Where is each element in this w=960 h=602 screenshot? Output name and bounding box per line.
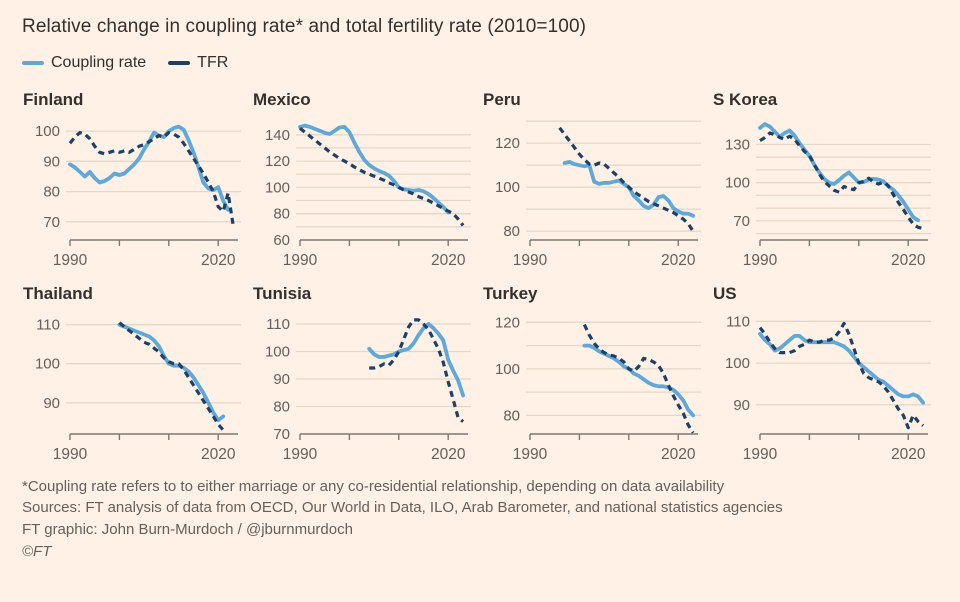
chart-panel-finland: Finland 100 90 80 70 1990 2020 bbox=[22, 90, 244, 272]
chart-panel-peru: Peru 120 100 80 1990 2020 bbox=[482, 90, 704, 272]
line-chart-tunisia: 110 100 90 80 70 1990 2020 bbox=[265, 316, 471, 463]
coupling-rate-line-swatch-icon bbox=[22, 61, 44, 65]
chart-panel-s-korea: S Korea 130 100 70 1990 2020 bbox=[712, 90, 934, 272]
line-chart-finland: 100 90 80 70 1990 2020 bbox=[35, 123, 241, 269]
svg-text:1990: 1990 bbox=[53, 446, 88, 463]
svg-text:120: 120 bbox=[495, 314, 520, 331]
svg-text:2020: 2020 bbox=[431, 446, 466, 463]
svg-text:110: 110 bbox=[726, 313, 750, 330]
svg-text:100: 100 bbox=[265, 179, 290, 196]
svg-text:110: 110 bbox=[36, 317, 60, 334]
charts-grid: Finland 100 90 80 70 1990 2020 Mexico 140 120 1… bbox=[22, 90, 940, 466]
svg-text:100: 100 bbox=[495, 361, 520, 378]
svg-text:100: 100 bbox=[35, 123, 60, 140]
svg-text:100: 100 bbox=[725, 355, 750, 372]
svg-text:120: 120 bbox=[495, 135, 520, 152]
panel-title: S Korea bbox=[713, 90, 778, 109]
panel-title: US bbox=[713, 284, 737, 303]
svg-text:80: 80 bbox=[43, 184, 60, 201]
credit: FT graphic: John Burn-Murdoch / @jburnmu… bbox=[22, 520, 353, 538]
legend-label-tfr: TFR bbox=[197, 54, 229, 71]
svg-text:80: 80 bbox=[273, 206, 290, 223]
sources: Sources: FT analysis of data from OECD, … bbox=[22, 499, 783, 517]
chart-panel-mexico: Mexico 140 120 100 80 60 1990 2020 bbox=[252, 90, 474, 272]
page-title: Relative change in coupling rate* and to… bbox=[22, 16, 587, 37]
svg-text:80: 80 bbox=[273, 399, 290, 416]
svg-text:90: 90 bbox=[43, 395, 60, 412]
svg-text:90: 90 bbox=[273, 371, 290, 388]
panel-title: Thailand bbox=[23, 284, 93, 303]
svg-text:120: 120 bbox=[265, 153, 290, 170]
svg-text:80: 80 bbox=[503, 407, 520, 424]
svg-text:1990: 1990 bbox=[513, 252, 548, 269]
svg-text:2020: 2020 bbox=[891, 252, 926, 269]
svg-text:2020: 2020 bbox=[201, 446, 236, 463]
chart-panel-turkey: Turkey 120 100 80 1990 2020 bbox=[482, 284, 704, 466]
svg-text:60: 60 bbox=[273, 232, 290, 249]
svg-text:70: 70 bbox=[43, 214, 60, 231]
svg-text:100: 100 bbox=[725, 175, 750, 192]
svg-text:100: 100 bbox=[265, 344, 290, 361]
svg-text:100: 100 bbox=[495, 179, 520, 196]
legend-item-coupling-rate: Coupling rate bbox=[22, 54, 146, 72]
svg-text:140: 140 bbox=[265, 127, 290, 144]
line-chart-mexico: 140 120 100 80 60 1990 2020 bbox=[265, 123, 471, 269]
svg-text:1990: 1990 bbox=[283, 446, 318, 463]
svg-text:70: 70 bbox=[733, 213, 750, 230]
chart-panel-thailand: Thailand 110 100 90 1990 2020 bbox=[22, 284, 244, 466]
copyright: ©FT bbox=[22, 542, 52, 560]
tfr-line-swatch-icon bbox=[168, 61, 191, 65]
chart-panel-us: US 110 100 90 1990 2020 bbox=[712, 284, 934, 466]
svg-text:1990: 1990 bbox=[53, 252, 88, 269]
legend-label-coupling-rate: Coupling rate bbox=[51, 54, 147, 71]
svg-text:1990: 1990 bbox=[743, 446, 778, 463]
chart-legend: Coupling rate TFR bbox=[22, 54, 940, 72]
line-chart-peru: 120 100 80 1990 2020 bbox=[495, 120, 701, 269]
svg-text:110: 110 bbox=[266, 316, 290, 333]
svg-text:2020: 2020 bbox=[201, 252, 236, 269]
line-chart-turkey: 120 100 80 1990 2020 bbox=[495, 314, 701, 463]
svg-text:1990: 1990 bbox=[743, 252, 778, 269]
svg-text:130: 130 bbox=[725, 137, 750, 154]
line-chart-thailand: 110 100 90 1990 2020 bbox=[35, 317, 241, 463]
svg-text:2020: 2020 bbox=[891, 446, 926, 463]
panel-title: Peru bbox=[483, 90, 521, 109]
svg-text:2020: 2020 bbox=[661, 446, 696, 463]
chart-footer: *Coupling rate refers to to either marri… bbox=[22, 476, 940, 562]
svg-text:90: 90 bbox=[733, 397, 750, 414]
line-chart-us: 110 100 90 1990 2020 bbox=[725, 313, 931, 463]
panel-title: Finland bbox=[23, 90, 84, 109]
footnote: *Coupling rate refers to to either marri… bbox=[22, 478, 725, 495]
chart-panel-tunisia: Tunisia 110 100 90 80 70 1990 2020 bbox=[252, 284, 474, 466]
panel-title: Tunisia bbox=[253, 284, 312, 303]
legend-item-tfr: TFR bbox=[168, 54, 228, 72]
svg-text:80: 80 bbox=[503, 223, 520, 240]
svg-text:1990: 1990 bbox=[283, 252, 318, 269]
panel-title: Mexico bbox=[253, 90, 311, 109]
line-chart-s-korea: 130 100 70 1990 2020 bbox=[725, 122, 931, 269]
svg-text:2020: 2020 bbox=[661, 252, 696, 269]
svg-text:1990: 1990 bbox=[513, 446, 548, 463]
svg-text:90: 90 bbox=[43, 153, 60, 170]
svg-text:2020: 2020 bbox=[431, 252, 466, 269]
svg-text:100: 100 bbox=[35, 356, 60, 373]
panel-title: Turkey bbox=[483, 284, 538, 303]
svg-text:70: 70 bbox=[273, 426, 290, 443]
